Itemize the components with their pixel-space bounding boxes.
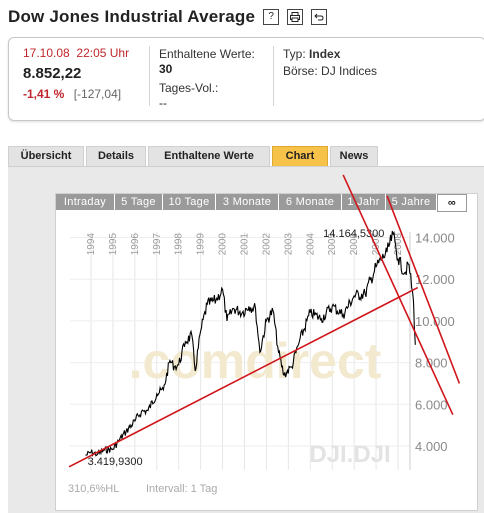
scale-label: 310,6%HL	[68, 483, 119, 495]
quote-constituents-column: Enthaltene Werte: 30 Tages-Vol.: --	[159, 46, 255, 110]
type-value: Index	[309, 47, 341, 61]
trendline	[342, 174, 454, 416]
y-tick-label: 12.000	[415, 272, 455, 287]
x-tick-label: 2005	[327, 233, 338, 256]
range-selector: Intraday 5 Tage 10 Tage 3 Monate 6 Monat…	[56, 194, 477, 212]
type-label: Typ:	[283, 47, 306, 61]
x-tick-label: 2007	[371, 233, 382, 256]
volume-value: --	[159, 96, 167, 110]
tab-chart[interactable]: Chart	[272, 146, 328, 166]
exchange-value: DJ Indices	[321, 64, 378, 78]
x-tick-label: 2000	[218, 233, 229, 256]
constituents-label: Enthaltene Werte:	[159, 47, 255, 61]
trendline	[386, 195, 461, 384]
tab-news[interactable]: News	[330, 146, 378, 166]
range-5-tage[interactable]: 5 Tage	[115, 194, 163, 210]
print-icon[interactable]	[287, 9, 304, 25]
tab-details[interactable]: Details	[86, 146, 146, 166]
quote-date: 17.10.08	[23, 46, 70, 60]
symbol-watermark: DJI.DJI	[309, 441, 390, 468]
x-tick-label: 2004	[305, 233, 316, 256]
page-header: Dow Jones Industrial Average ?	[8, 4, 328, 30]
change-absolute: [-127,04]	[73, 87, 122, 101]
back-arrow-icon[interactable]	[311, 9, 328, 25]
y-tick-label: 4.000	[415, 439, 448, 454]
x-tick-label: 1995	[108, 233, 119, 256]
x-tick-label: 2003	[283, 233, 294, 256]
quote-time: 22:05 Uhr	[76, 46, 130, 60]
x-tick-label: 1996	[130, 233, 141, 256]
x-tick-label: 2006	[349, 233, 360, 256]
y-tick-label: 6.000	[415, 397, 448, 412]
x-axis: 1994 1995 1996 1997 1998 1999 2000 2001 2002 2003…	[86, 233, 404, 256]
help-icon[interactable]: ?	[263, 9, 280, 25]
range-10-tage[interactable]: 10 Tage	[163, 194, 216, 210]
quote-price: 8.852,22	[23, 65, 82, 82]
y-tick-label: 8.000	[415, 356, 448, 371]
x-tick-label: 1994	[86, 233, 97, 256]
series-layer	[85, 230, 416, 458]
quote-info-box: 17.10.08 22:05 Uhr 8.852,22 -1,41 % [-12…	[8, 37, 484, 121]
x-tick-label: 2008	[393, 233, 404, 256]
change-percent: -1,41 %	[23, 87, 65, 101]
exchange-label: Börse:	[283, 64, 318, 78]
volume-label: Tages-Vol.:	[159, 81, 219, 95]
x-tick-label: 1999	[196, 233, 207, 256]
value-annotation: 14.164,5300	[323, 228, 384, 240]
divider	[273, 46, 274, 106]
page-title: Dow Jones Industrial Average	[8, 7, 256, 26]
trendline	[68, 286, 419, 468]
price-series-line	[85, 230, 416, 458]
range-5-jahre[interactable]: 5 Jahre	[386, 194, 437, 210]
x-tick-label: 2002	[261, 233, 272, 256]
tab-enthaltene-werte[interactable]: Enthaltene Werte	[148, 146, 270, 166]
y-tick-label: 14.000	[415, 231, 455, 246]
divider	[149, 46, 150, 106]
trendline-overlay	[68, 174, 461, 468]
range-max[interactable]: ∞	[437, 194, 467, 212]
quote-type-column: Typ: Index Börse: DJ Indices	[283, 46, 377, 79]
tab-uebersicht[interactable]: Übersicht	[8, 146, 84, 166]
value-annotation: 3.419,9300	[88, 456, 143, 468]
range-intraday[interactable]: Intraday	[56, 194, 115, 210]
x-tick-label: 1997	[152, 233, 163, 256]
interval-label: Intervall: 1 Tag	[146, 483, 217, 495]
x-tick-label: 1998	[174, 233, 185, 256]
range-3-monate[interactable]: 3 Monate	[216, 194, 279, 210]
quote-price-column: 17.10.08 22:05 Uhr 8.852,22 -1,41 % [-12…	[23, 46, 129, 101]
x-tick-label: 2001	[240, 233, 251, 256]
constituents-value: 30	[159, 62, 173, 76]
watermark-text: .comdirect	[129, 333, 382, 389]
range-6-monate[interactable]: 6 Monate	[279, 194, 342, 210]
tab-bar: Übersicht Details Enthaltene Werte Chart…	[8, 146, 484, 167]
